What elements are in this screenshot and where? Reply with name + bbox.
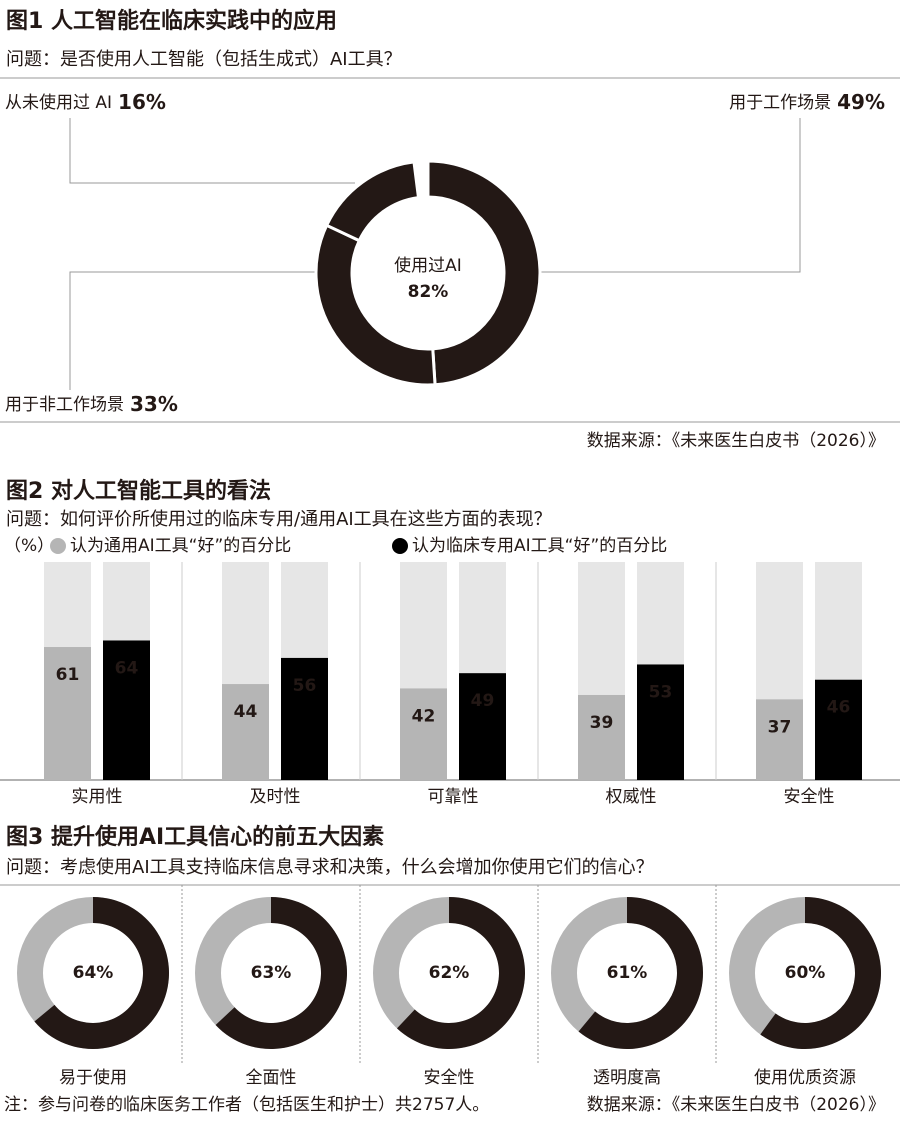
- legend-marker: [392, 538, 408, 554]
- category: 从未使用过 AI: [5, 92, 112, 113]
- bar: [756, 699, 803, 780]
- value-label: 42: [412, 706, 436, 726]
- value-label: 56: [293, 676, 317, 696]
- value-label: 53: [649, 682, 673, 702]
- note: 注：参与问卷的临床医务工作者（包括医生和护士）共2757人。: [4, 1095, 489, 1115]
- category-label: 安全性: [424, 1068, 475, 1088]
- value-label: 63%: [251, 963, 292, 983]
- donut-segment: [426, 159, 542, 387]
- x-tick-label: 实用性: [72, 787, 123, 807]
- segment-label: 从未使用过 AI 16%: [5, 90, 166, 114]
- value-label: 49: [471, 691, 495, 711]
- segment-label: 用于工作场景 49%: [729, 90, 885, 114]
- legend-label: 认为通用AI工具“好”的百分比: [70, 536, 291, 556]
- legend-label: 认为临床专用AI工具“好”的百分比: [412, 536, 667, 556]
- value-label: 44: [234, 702, 258, 722]
- subtitle: 问题：考虑使用AI工具支持临床信息寻求和决策，什么会增加你使用它们的信心？: [6, 857, 654, 878]
- leader: [540, 118, 801, 273]
- center-value: 82%: [408, 282, 449, 302]
- value-label: 64: [115, 658, 139, 678]
- value-label: 64%: [73, 963, 114, 983]
- value-label: 46: [827, 698, 851, 718]
- source: 数据来源：《未来医生白皮书（2026）》: [587, 431, 885, 451]
- bar: [222, 684, 269, 780]
- bar: [637, 664, 684, 780]
- value-label: 39: [590, 713, 614, 733]
- unit: （%）: [4, 536, 54, 556]
- value-label: 61: [56, 665, 80, 685]
- segment-label: 用于非工作场景 33%: [5, 392, 178, 416]
- value-label: 62%: [429, 963, 470, 983]
- value-label: 60%: [785, 963, 826, 983]
- bar: [103, 640, 150, 780]
- bar: [578, 694, 625, 780]
- bar: [815, 679, 862, 780]
- leader: [69, 271, 316, 390]
- value-label: 61%: [607, 963, 648, 983]
- value-label: 37: [768, 717, 792, 737]
- donut-segment: [215, 897, 347, 1049]
- category-label: 使用优质资源: [754, 1067, 856, 1088]
- donut-segment: [34, 897, 169, 1049]
- title: 图2 对人工智能工具的看法: [6, 478, 271, 504]
- donut-segment: [324, 160, 421, 243]
- x-tick-label: 权威性: [606, 787, 657, 807]
- bar: [459, 673, 506, 780]
- leader: [69, 118, 355, 184]
- legend-marker: [50, 538, 66, 554]
- value-label: 16%: [118, 90, 166, 114]
- donut-segment: [578, 897, 703, 1049]
- category: 用于工作场景: [729, 93, 831, 113]
- donut-segment: [396, 897, 525, 1049]
- subtitle: 问题：是否使用人工智能（包括生成式）AI工具？: [6, 49, 402, 70]
- x-tick-label: 安全性: [784, 787, 835, 807]
- donut-segment: [760, 897, 881, 1049]
- x-tick-label: 可靠性: [428, 787, 479, 807]
- category-label: 透明度高: [593, 1068, 661, 1088]
- value-label: 49%: [837, 90, 885, 114]
- category-label: 全面性: [246, 1068, 297, 1088]
- category: 用于非工作场景: [5, 395, 124, 415]
- bar: [400, 688, 447, 780]
- title: 图1 人工智能在临床实践中的应用: [6, 8, 337, 34]
- center-label: 使用过AI: [394, 255, 462, 276]
- subtitle: 问题：如何评价所使用过的临床专用/通用AI工具在这些方面的表现？: [6, 509, 552, 530]
- bar: [44, 647, 91, 780]
- donut-segment: [314, 223, 437, 387]
- title: 图3 提升使用AI工具信心的前五大因素: [6, 824, 384, 850]
- source: 数据来源：《未来医生白皮书（2026）》: [587, 1095, 885, 1115]
- value-label: 33%: [130, 392, 178, 416]
- category-label: 易于使用: [59, 1067, 127, 1088]
- x-tick-label: 及时性: [250, 787, 301, 807]
- bar: [281, 657, 328, 780]
